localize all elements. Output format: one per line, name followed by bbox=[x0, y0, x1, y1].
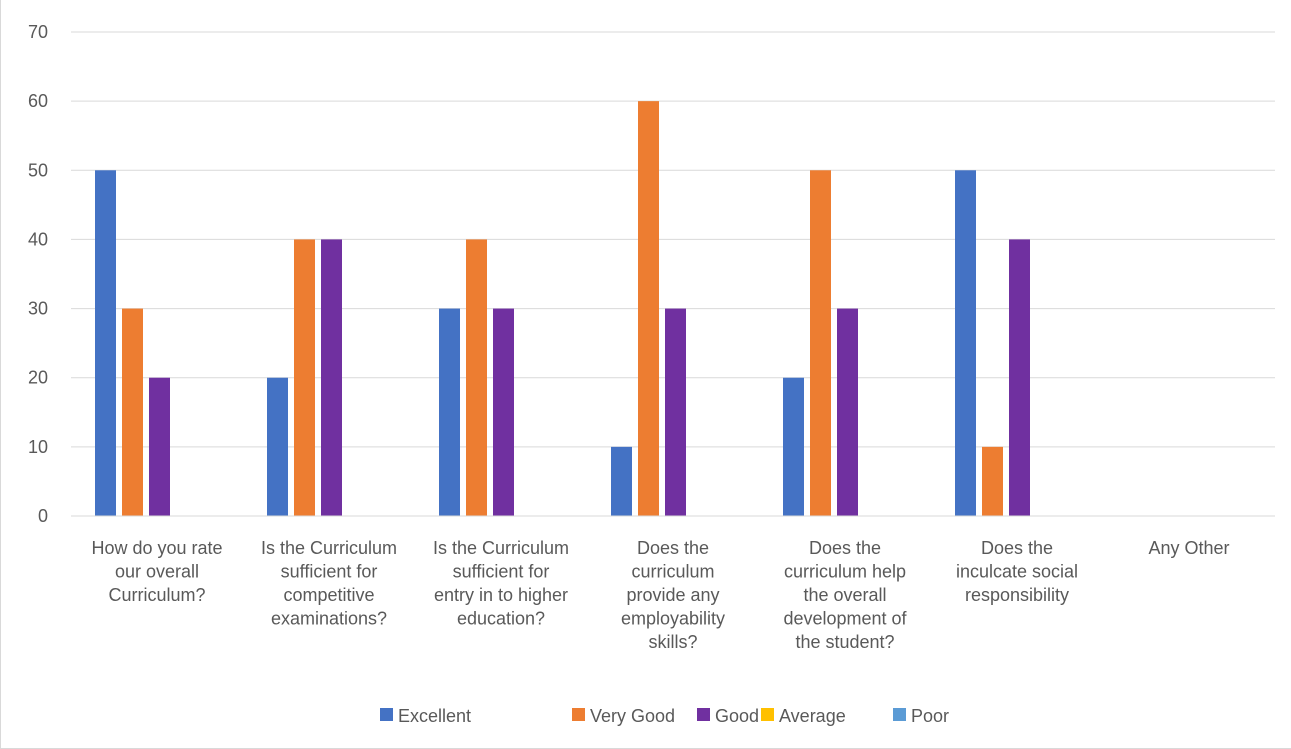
x-category-label: How do you rate our overall Curriculum? bbox=[91, 538, 222, 605]
legend-label: Very Good bbox=[590, 706, 675, 726]
bar-good bbox=[493, 308, 514, 516]
x-category-label-line: How do you rate bbox=[91, 538, 222, 558]
x-category-label: Does the curriculum help the overall develo… bbox=[783, 538, 907, 652]
x-category-label: Is the Curriculum sufficient for entry in … bbox=[433, 538, 569, 629]
x-category-label-line: Is the Curriculum bbox=[433, 538, 569, 558]
legend-item-excellent: Excellent bbox=[380, 706, 471, 726]
bar-very-good bbox=[294, 239, 315, 516]
bar-good bbox=[665, 308, 686, 516]
bar-very-good bbox=[122, 308, 143, 516]
y-tick-label: 40 bbox=[28, 229, 48, 249]
bar-excellent bbox=[267, 377, 288, 516]
y-axis-ticks: 0 10 20 30 40 50 60 70 bbox=[28, 22, 48, 526]
bar-good bbox=[1009, 239, 1030, 516]
bar-good bbox=[837, 308, 858, 516]
x-category-label-line: skills? bbox=[648, 632, 697, 652]
bar-very-good bbox=[982, 446, 1003, 516]
legend-swatch bbox=[697, 708, 710, 721]
x-category-label-line: inculcate social bbox=[956, 562, 1078, 582]
y-tick-label: 30 bbox=[28, 299, 48, 319]
x-category-label-line: our overall bbox=[115, 562, 199, 582]
bar-very-good bbox=[466, 239, 487, 516]
bar-good bbox=[321, 239, 342, 516]
legend-item-poor: Poor bbox=[893, 706, 949, 726]
x-category-label-line: provide any bbox=[626, 585, 719, 605]
legend-swatch bbox=[893, 708, 906, 721]
bar-excellent bbox=[611, 446, 632, 516]
x-category-label-line: curriculum bbox=[631, 562, 714, 582]
x-category-label-line: employability bbox=[621, 609, 725, 629]
bar-excellent bbox=[783, 377, 804, 516]
bar-excellent bbox=[439, 308, 460, 516]
x-category-label-line: the overall bbox=[803, 585, 886, 605]
x-category-label-line: Does the bbox=[981, 538, 1053, 558]
x-category-label-line: examinations? bbox=[271, 609, 387, 629]
bar-very-good bbox=[810, 170, 831, 517]
legend-label: Average bbox=[779, 706, 846, 726]
legend-item-good: Good bbox=[697, 706, 759, 726]
bar-excellent bbox=[955, 170, 976, 517]
legend-label: Excellent bbox=[398, 706, 471, 726]
legend: Excellent Very Good Good Average Poor bbox=[380, 706, 949, 726]
x-axis-category-labels: How do you rate our overall Curriculum? Is … bbox=[91, 538, 1229, 652]
legend-label: Poor bbox=[911, 706, 949, 726]
legend-item-very-good: Very Good bbox=[572, 706, 675, 726]
x-category-label-line: Curriculum? bbox=[108, 585, 205, 605]
x-category-label-line: the student? bbox=[795, 632, 894, 652]
bar-excellent bbox=[95, 170, 116, 517]
x-category-label-line: sufficient for bbox=[453, 562, 550, 582]
x-category-label-line: Does the bbox=[809, 538, 881, 558]
y-tick-label: 20 bbox=[28, 368, 48, 388]
x-category-label-line: Is the Curriculum bbox=[261, 538, 397, 558]
legend-label: Good bbox=[715, 706, 759, 726]
x-category-label-line: development of bbox=[783, 609, 907, 629]
y-tick-label: 70 bbox=[28, 22, 48, 42]
bar-very-good bbox=[638, 101, 659, 517]
x-category-label-line: Does the bbox=[637, 538, 709, 558]
y-tick-label: 60 bbox=[28, 91, 48, 111]
x-category-label-line: Any Other bbox=[1148, 538, 1229, 558]
x-category-label: Does the inculcate social responsibility bbox=[956, 538, 1078, 605]
x-category-label-line: education? bbox=[457, 609, 545, 629]
y-tick-label: 0 bbox=[38, 506, 48, 526]
x-category-label-line: competitive bbox=[283, 585, 374, 605]
bar-good bbox=[149, 377, 170, 516]
x-category-label-line: entry in to higher bbox=[434, 585, 568, 605]
x-category-label: Does the curriculum provide any employabili… bbox=[621, 538, 725, 652]
y-tick-label: 50 bbox=[28, 160, 48, 180]
legend-swatch bbox=[761, 708, 774, 721]
legend-swatch bbox=[572, 708, 585, 721]
y-tick-label: 10 bbox=[28, 437, 48, 457]
legend-item-average: Average bbox=[761, 706, 846, 726]
x-category-label: Is the Curriculum sufficient for competiti… bbox=[261, 538, 397, 629]
x-category-label-line: curriculum help bbox=[784, 562, 906, 582]
x-category-label-line: responsibility bbox=[965, 585, 1069, 605]
x-category-label-line: sufficient for bbox=[281, 562, 378, 582]
x-category-label: Any Other bbox=[1148, 538, 1229, 558]
bars bbox=[95, 101, 1030, 517]
legend-swatch bbox=[380, 708, 393, 721]
